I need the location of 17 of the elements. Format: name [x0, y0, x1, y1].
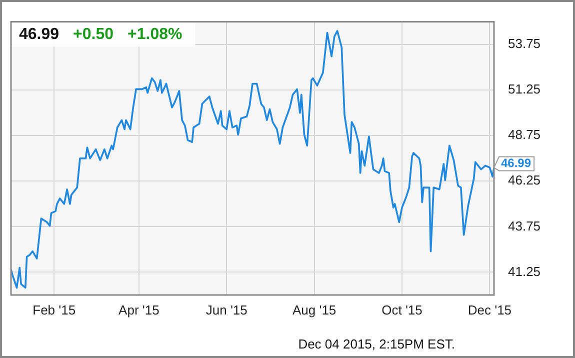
annotation: +1.08% — [128, 26, 182, 44]
x-tick-label: Oct '15 — [382, 302, 422, 318]
annotation: 46.99 — [501, 156, 532, 170]
y-tick-label: 43.75 — [508, 218, 541, 234]
x-tick-label: Feb '15 — [32, 302, 76, 318]
y-tick-label: 48.75 — [508, 127, 541, 142]
y-tick-label: 53.75 — [508, 36, 541, 52]
x-tick-label: Apr '15 — [118, 302, 160, 318]
y-tick-label: 51.25 — [508, 82, 541, 97]
x-tick-label: Aug '15 — [292, 302, 336, 318]
annotation: 46.99 — [19, 26, 60, 44]
x-tick-label: Jun '15 — [206, 302, 248, 318]
y-tick-label: 46.25 — [508, 172, 541, 188]
annotation: +0.50 — [73, 26, 114, 44]
x-tick-label: Dec '15 — [468, 302, 512, 318]
text: Dec 04 2015, 2:15PM EST. — [298, 336, 455, 352]
y-tick-label: 41.25 — [508, 264, 541, 279]
